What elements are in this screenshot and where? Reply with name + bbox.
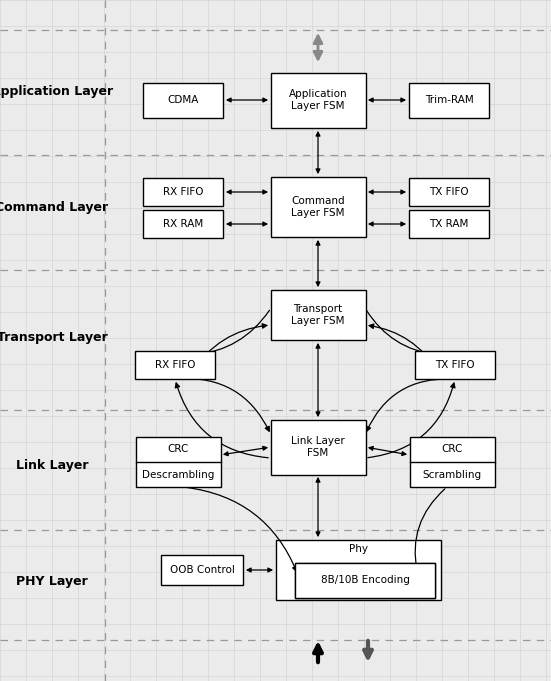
Bar: [295, 563, 435, 597]
Text: RX FIFO: RX FIFO: [155, 360, 195, 370]
Text: CRC: CRC: [168, 445, 188, 454]
Text: Link Layer: Link Layer: [16, 458, 88, 471]
Text: Application Layer: Application Layer: [0, 86, 113, 99]
Text: Command Layer: Command Layer: [0, 200, 109, 214]
Text: Trim-RAM: Trim-RAM: [425, 95, 473, 105]
Text: Transport
Layer FSM: Transport Layer FSM: [291, 304, 345, 326]
Bar: [135, 351, 215, 379]
Bar: [276, 540, 440, 600]
Text: OOB Control: OOB Control: [170, 565, 234, 575]
Text: PHY Layer: PHY Layer: [16, 575, 88, 588]
Bar: [136, 437, 220, 487]
Text: RX RAM: RX RAM: [163, 219, 203, 229]
Bar: [295, 563, 435, 597]
Text: CDMA: CDMA: [168, 95, 199, 105]
Text: Scrambling: Scrambling: [423, 469, 482, 479]
Bar: [409, 178, 489, 206]
Bar: [409, 82, 489, 118]
Text: TX FIFO: TX FIFO: [435, 360, 475, 370]
Text: TX RAM: TX RAM: [429, 219, 469, 229]
Bar: [271, 72, 365, 127]
Bar: [143, 178, 223, 206]
Text: CRC: CRC: [441, 445, 463, 454]
Text: 8B/10B Encoding: 8B/10B Encoding: [321, 575, 409, 585]
Bar: [271, 177, 365, 237]
Text: TX FIFO: TX FIFO: [429, 187, 469, 197]
Bar: [409, 437, 494, 487]
Bar: [415, 351, 495, 379]
Bar: [271, 419, 365, 475]
Text: RX FIFO: RX FIFO: [163, 187, 203, 197]
Text: Descrambling: Descrambling: [142, 469, 214, 479]
Text: Transport Layer: Transport Layer: [0, 330, 107, 343]
Bar: [143, 210, 223, 238]
Text: Link Layer
FSM: Link Layer FSM: [291, 437, 345, 458]
Text: Phy: Phy: [348, 544, 368, 554]
Bar: [409, 210, 489, 238]
Bar: [143, 82, 223, 118]
Bar: [271, 290, 365, 340]
Text: Command
Layer FSM: Command Layer FSM: [291, 196, 345, 218]
Text: 8B/10B Encoding: 8B/10B Encoding: [321, 575, 409, 585]
Bar: [161, 555, 243, 585]
Text: Application
Layer FSM: Application Layer FSM: [289, 89, 347, 111]
